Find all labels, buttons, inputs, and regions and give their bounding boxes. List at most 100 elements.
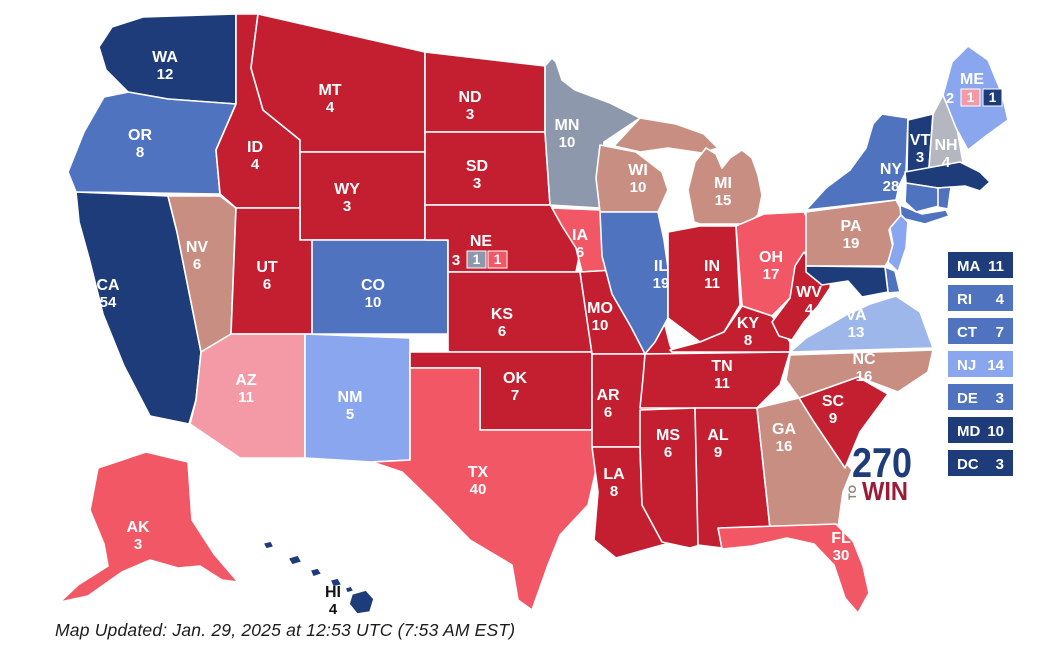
state-ev-in: 11 [704, 275, 720, 292]
state-ev-tn: 11 [714, 375, 730, 392]
state-ev-nm: 5 [346, 406, 354, 423]
state-label-fl: FL [831, 530, 851, 547]
state-nj[interactable] [887, 214, 909, 273]
state-wy[interactable] [299, 151, 426, 241]
state-ev-il: 19 [653, 275, 670, 292]
legend-abbr-md: MD [957, 423, 980, 440]
legend-abbr-ri: RI [957, 291, 972, 308]
state-label-co: CO [361, 277, 385, 294]
district-box-me-1[interactable] [960, 88, 981, 107]
state-nd[interactable] [424, 51, 546, 133]
legend-box-de [948, 384, 1013, 410]
legend-ev-ma: 11 [988, 258, 1004, 275]
district-ev-me-1: 1 [967, 89, 975, 105]
state-ev-az: 11 [238, 389, 254, 406]
legend-item-ma[interactable]: MA 11 [948, 252, 1013, 278]
state-label-ky: KY [737, 315, 760, 332]
legend-item-nj[interactable]: NJ 14 [948, 351, 1013, 377]
state-mn[interactable] [544, 57, 641, 209]
state-ri[interactable] [937, 186, 952, 210]
state-label-oh: OH [759, 249, 783, 266]
legend-box-ma [948, 252, 1013, 278]
legend-abbr-nj: NJ [957, 357, 976, 374]
state-va[interactable] [789, 295, 934, 353]
state-hi[interactable] [309, 567, 323, 578]
state-ak[interactable] [59, 451, 239, 603]
state-ev-ms: 6 [664, 444, 672, 461]
state-ct[interactable] [904, 182, 940, 213]
logo-number: 270 [852, 439, 912, 486]
state-label-pa: PA [840, 218, 861, 235]
legend-item-ct[interactable]: CT 7 [948, 318, 1013, 344]
state-ev-ar: 6 [604, 404, 612, 421]
state-md[interactable] [805, 265, 889, 298]
state-label-az: AZ [235, 372, 257, 389]
state-hi[interactable] [262, 540, 275, 550]
district-box-me-2[interactable] [982, 88, 1003, 107]
state-ev-ok: 7 [511, 387, 519, 404]
state-nh[interactable] [928, 94, 964, 169]
small-state-legend: MA 11 RI 4 CT 7 NJ 14 DE 3 MD 10 DC 3 [948, 252, 1013, 476]
state-ev-ga: 16 [776, 438, 793, 455]
state-label-ne: NE [470, 233, 493, 250]
state-label-me: ME [960, 71, 984, 88]
legend-ev-ri: 4 [996, 291, 1005, 308]
state-wi[interactable] [595, 144, 669, 213]
legend-item-md[interactable]: MD 10 [948, 417, 1013, 443]
state-label-il: IL [654, 258, 668, 275]
state-nc[interactable] [785, 349, 934, 399]
district-box-ne-2[interactable] [487, 250, 508, 269]
states-layer [59, 13, 1009, 615]
state-tx[interactable] [371, 367, 605, 611]
state-label-ga: GA [772, 421, 796, 438]
state-label-mi: MI [714, 175, 732, 192]
state-ev-nv: 6 [193, 256, 201, 273]
district-ev-me-2: 1 [989, 89, 997, 105]
legend-abbr-dc: DC [957, 456, 979, 473]
state-ev-mn: 10 [559, 134, 576, 151]
state-label-la: LA [603, 466, 625, 483]
state-ks[interactable] [447, 271, 593, 353]
state-label-or: OR [128, 127, 152, 144]
state-label-al: AL [707, 427, 729, 444]
state-in[interactable] [667, 225, 741, 343]
state-ny[interactable] [805, 113, 909, 211]
state-ev-ks: 6 [498, 323, 506, 340]
state-hi[interactable] [329, 577, 343, 588]
state-ev-co: 10 [365, 294, 382, 311]
state-label-tx: TX [468, 464, 489, 481]
legend-item-dc[interactable]: DC 3 [948, 450, 1013, 476]
state-hi[interactable] [344, 585, 355, 594]
state-ev-wv: 4 [805, 301, 814, 318]
legend-item-ri[interactable]: RI 4 [948, 285, 1013, 311]
state-label-wv: WV [796, 284, 822, 301]
state-ev-wy: 3 [343, 198, 351, 215]
state-label-wa: WA [152, 49, 178, 66]
state-ev-nd: 3 [466, 106, 474, 123]
legend-item-de[interactable]: DE 3 [948, 384, 1013, 410]
state-ev-ia: 6 [576, 244, 584, 261]
state-ev-wi: 10 [630, 179, 647, 196]
state-ev-la: 8 [610, 483, 618, 500]
state-or[interactable] [67, 91, 237, 195]
state-ev-ky: 8 [744, 332, 752, 349]
state-fl[interactable] [717, 523, 870, 614]
legend-box-ri [948, 285, 1013, 311]
legend-ev-dc: 3 [996, 456, 1004, 473]
state-label-nv: NV [186, 239, 209, 256]
state-label-ia: IA [572, 227, 588, 244]
state-ev-oh: 17 [763, 266, 780, 283]
state-label-sd: SD [466, 158, 488, 175]
legend-abbr-ma: MA [957, 258, 980, 275]
state-hi[interactable] [287, 554, 303, 566]
state-ev-vt: 3 [916, 149, 924, 166]
state-ev-fl: 30 [833, 547, 850, 564]
state-label-ok: OK [503, 370, 527, 387]
district-box-ne-1[interactable] [466, 250, 487, 269]
state-label-wy: WY [334, 181, 360, 198]
state-az[interactable] [189, 333, 306, 459]
state-il[interactable] [599, 211, 669, 355]
state-hi[interactable] [348, 589, 375, 615]
